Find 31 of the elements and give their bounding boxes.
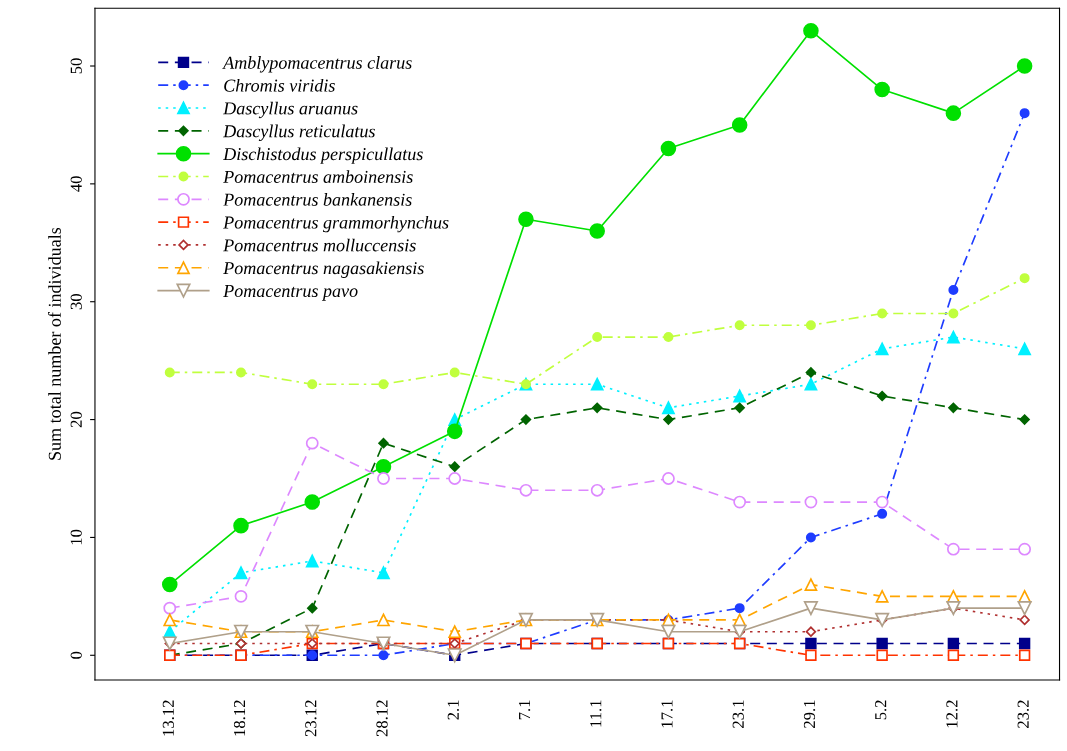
x-tick-label: 28.12: [376, 700, 388, 737]
x-tick-label: 23.2: [1017, 700, 1029, 728]
legend-label: Dascyllus reticulatus: [223, 124, 375, 142]
x-tick-label: 17.1: [661, 700, 673, 728]
y-tick-label: 30: [70, 294, 82, 310]
y-tick-label: 10: [70, 529, 82, 545]
legend-label: Dischistodus perspicullatus: [223, 147, 423, 164]
x-tick-label: 5.2: [875, 700, 887, 720]
y-axis-title: Sum total number of individuals: [48, 227, 61, 460]
legend-label: Pomacentrus amboinensis: [223, 170, 413, 184]
x-tick-label: 13.12: [162, 700, 175, 736]
legend-label: Pomacentrus molluccensis: [223, 238, 416, 252]
legend-label: Pomacentrus grammorhynchus: [223, 215, 449, 233]
y-tick-label: 40: [70, 176, 82, 192]
x-tick-label: 18.12: [233, 700, 246, 736]
x-tick-label: 2.1: [447, 700, 459, 720]
legend-label: Pomacentrus nagasakiensis: [223, 261, 424, 278]
x-tick-label: 7.1: [518, 700, 531, 720]
legend-label: Pomacentrus pavo: [223, 285, 358, 301]
x-tick-label: 11.1: [590, 700, 602, 727]
x-tick-label: 23.1: [732, 700, 744, 728]
legend-label: Chromis viridis: [224, 78, 335, 92]
y-tick-label: 20: [70, 411, 82, 428]
legend-label: Pomacentrus bankanensis: [223, 193, 412, 206]
legend-label: Amblypomacentrus clarus: [222, 56, 412, 73]
x-tick-label: 23.12: [305, 700, 317, 737]
x-tick-label: 12.2: [946, 700, 958, 728]
y-tick-label: 50: [70, 58, 82, 74]
legend-label: Dascyllus aruanus: [223, 101, 358, 119]
x-tick-label: 29.1: [803, 700, 816, 728]
y-tick-label: 0: [70, 651, 82, 659]
